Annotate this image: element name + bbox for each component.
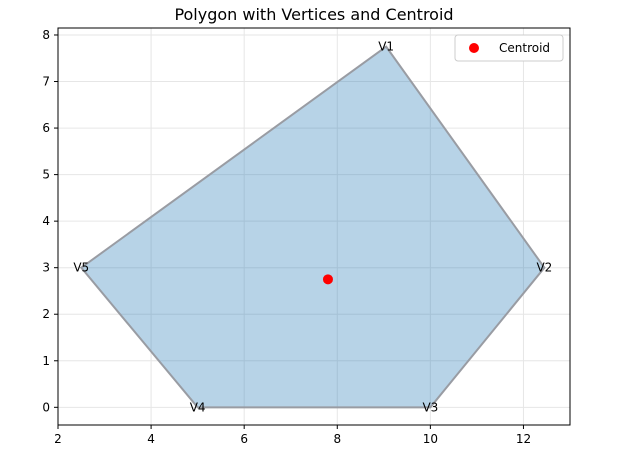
y-tick-label: 0	[42, 400, 50, 414]
y-tick-label: 2	[42, 307, 50, 321]
x-ticks: 2 4 6 8 10 12	[54, 425, 531, 446]
x-tick-label: 6	[240, 432, 248, 446]
legend-label-centroid: Centroid	[499, 41, 550, 55]
x-tick-label: 8	[333, 432, 341, 446]
y-tick-label: 5	[42, 168, 50, 182]
y-tick-label: 1	[42, 354, 50, 368]
vertex-label-v4: V4	[190, 400, 206, 414]
legend-marker-centroid	[469, 43, 479, 53]
grid-lines	[57, 28, 570, 425]
legend-box	[454, 34, 564, 62]
vertex-label-v3: V3	[422, 400, 438, 414]
vertex-labels: V1 V2 V3 V4 V5	[73, 40, 552, 415]
y-tick-label: 3	[42, 261, 50, 275]
y-tick-label: 7	[42, 75, 50, 89]
x-tick-label: 2	[54, 432, 62, 446]
vertex-label-v2: V2	[536, 261, 552, 275]
centroid-point	[322, 274, 333, 285]
polygon-area	[79, 45, 546, 409]
y-tick-label: 8	[42, 28, 50, 42]
x-tick-label: 4	[147, 432, 155, 446]
vertex-label-v5: V5	[73, 261, 89, 275]
vertex-label-v1: V1	[378, 40, 394, 54]
x-tick-label: 12	[516, 432, 531, 446]
x-tick-label: 10	[423, 432, 438, 446]
y-tick-label: 6	[42, 121, 50, 135]
y-ticks: 0 1 2 3 4 5 6 7 8	[42, 28, 58, 414]
y-tick-label: 4	[42, 214, 50, 228]
centroid-layer	[322, 274, 333, 285]
chart-title: Polygon with Vertices and Centroid	[174, 5, 453, 24]
axes-frame	[57, 27, 571, 426]
legend: Centroid	[454, 34, 564, 62]
